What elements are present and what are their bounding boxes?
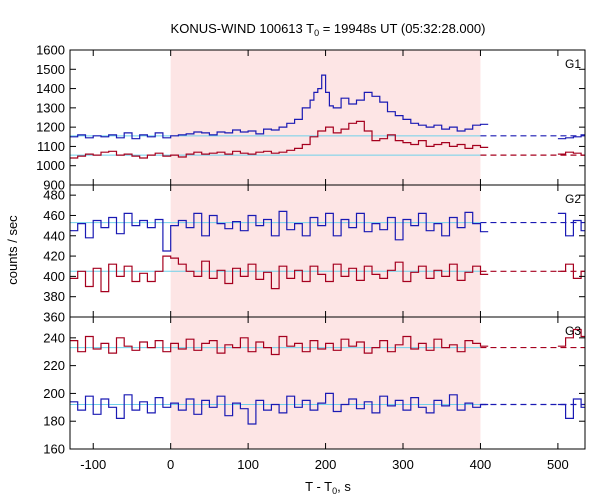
- panel-label: G3: [565, 324, 581, 338]
- x-tick-label: 400: [470, 457, 492, 472]
- series-red-histogram: [70, 120, 585, 159]
- panel-label: G1: [565, 57, 581, 71]
- y-tick-label: 480: [43, 188, 65, 203]
- y-tick-label: 1600: [36, 43, 65, 58]
- y-tick-label: 900: [43, 178, 65, 193]
- panel-g1: 900 1000 1100 1200 1300 1400 1500 1600 G1: [36, 43, 586, 193]
- y-tick-label: 1400: [36, 81, 65, 96]
- series-blue-histogram: [70, 392, 585, 425]
- chart-title: KONUS-WIND 100613 T0 = 19948s UT (05:32:…: [171, 21, 486, 38]
- y-tick-label: 1200: [36, 120, 65, 135]
- y-tick-label: 1500: [36, 62, 65, 77]
- y-tick-label: 1000: [36, 158, 65, 173]
- y-tick-label: 240: [43, 330, 65, 345]
- panel-label: G2: [565, 192, 581, 206]
- series-blue-histogram: [70, 210, 585, 252]
- y-tick-label: 440: [43, 228, 65, 243]
- series-blue-histogram: [70, 74, 585, 140]
- panel-frame: [69, 316, 586, 450]
- x-tick-label: 100: [237, 457, 259, 472]
- y-tick-label: 420: [43, 249, 65, 264]
- highlight-interval: [170, 317, 481, 449]
- panel-g2: 360 380 400 420 440 460 480 G2: [43, 184, 586, 325]
- x-tick-label: 0: [167, 457, 174, 472]
- y-axis-label: counts / sec: [5, 215, 20, 285]
- y-tick-label: 220: [43, 358, 65, 373]
- highlight-interval: [170, 185, 481, 317]
- highlight-interval: [170, 50, 481, 185]
- y-tick-label: 1300: [36, 100, 65, 115]
- y-tick-label: 380: [43, 289, 65, 304]
- y-tick-label: 200: [43, 386, 65, 401]
- y-tick-label: 400: [43, 269, 65, 284]
- series-red-histogram: [70, 328, 585, 356]
- y-tick-label: 460: [43, 208, 65, 223]
- y-tick-label: 180: [43, 414, 65, 429]
- x-axis-label: T - T0, s: [305, 479, 351, 496]
- x-tick-label: 200: [315, 457, 337, 472]
- x-tick-label: -100: [80, 457, 106, 472]
- series-red-histogram: [70, 255, 585, 293]
- y-tick-label: 1100: [37, 139, 65, 154]
- x-tick-label: 300: [392, 457, 414, 472]
- panel-g3: 160 180 200 220 240 G3: [43, 316, 586, 457]
- x-tick-label: 500: [547, 457, 569, 472]
- y-tick-label: 160: [43, 442, 65, 457]
- y-tick-label: 360: [43, 310, 65, 325]
